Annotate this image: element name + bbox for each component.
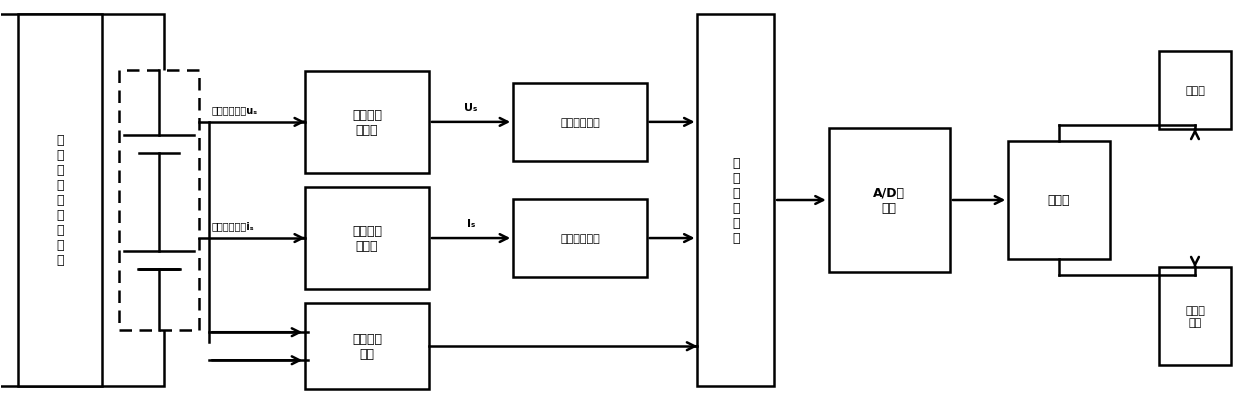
Text: 放大电路模块: 放大电路模块 bbox=[560, 117, 600, 128]
Text: 第一峰值
保持器: 第一峰值 保持器 bbox=[352, 109, 382, 136]
Text: 交流电压信号uₛ: 交流电压信号uₛ bbox=[212, 105, 258, 115]
Text: 显示器: 显示器 bbox=[1184, 86, 1204, 95]
FancyBboxPatch shape bbox=[1009, 142, 1110, 259]
Text: A/D转
换器: A/D转 换器 bbox=[873, 186, 906, 215]
FancyBboxPatch shape bbox=[0, 15, 164, 386]
Text: 放大电路模块: 放大电路模块 bbox=[560, 233, 600, 243]
FancyBboxPatch shape bbox=[305, 72, 429, 174]
Text: 相位检测
模块: 相位检测 模块 bbox=[352, 332, 382, 360]
Text: 交流电流信号iₛ: 交流电流信号iₛ bbox=[212, 221, 254, 231]
FancyBboxPatch shape bbox=[513, 84, 647, 162]
Text: Uₛ: Uₛ bbox=[465, 103, 477, 113]
Text: Iₛ: Iₛ bbox=[467, 219, 475, 229]
FancyBboxPatch shape bbox=[1160, 52, 1230, 130]
Text: 多
路
切
换
开
关: 多 路 切 换 开 关 bbox=[732, 157, 740, 244]
FancyBboxPatch shape bbox=[119, 71, 199, 330]
FancyBboxPatch shape bbox=[305, 188, 429, 290]
Text: 声光报
警器: 声光报 警器 bbox=[1184, 306, 1204, 327]
FancyBboxPatch shape bbox=[698, 15, 774, 386]
FancyBboxPatch shape bbox=[1160, 267, 1230, 365]
FancyBboxPatch shape bbox=[305, 304, 429, 389]
FancyBboxPatch shape bbox=[19, 15, 102, 386]
Text: 固
定
交
流
电
流
信
号
源: 固 定 交 流 电 流 信 号 源 bbox=[56, 134, 64, 267]
Text: 第二峰值
保持器: 第二峰值 保持器 bbox=[352, 225, 382, 252]
FancyBboxPatch shape bbox=[513, 200, 647, 277]
Text: 单片机: 单片机 bbox=[1048, 194, 1070, 207]
FancyBboxPatch shape bbox=[829, 129, 950, 272]
